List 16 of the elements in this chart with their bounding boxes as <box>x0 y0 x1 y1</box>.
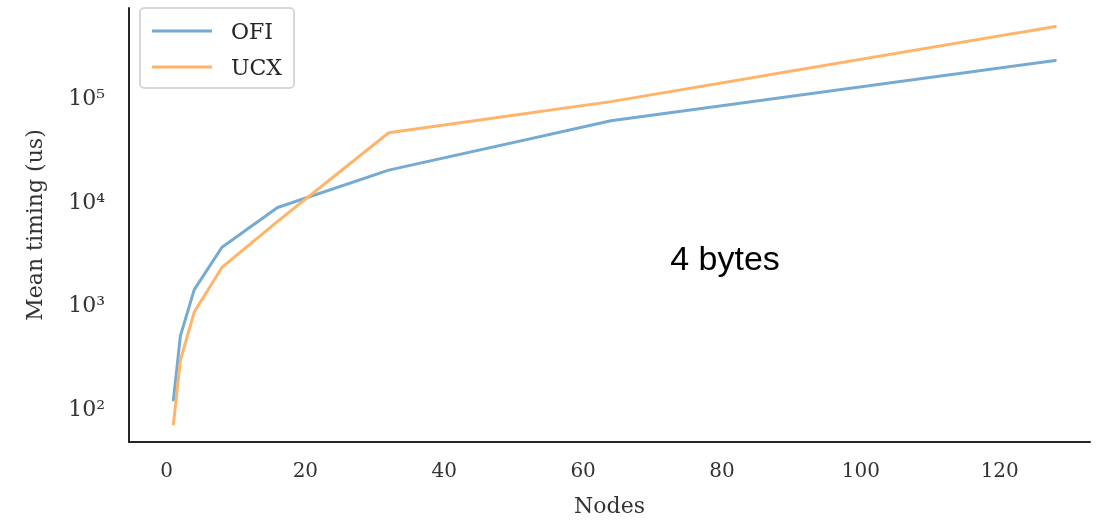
y-tick-label: 10³ <box>68 292 105 318</box>
x-tick-label: 0 <box>160 458 173 482</box>
annotation: 4 bytes <box>670 239 780 277</box>
y-tick-label: 10⁴ <box>68 188 106 214</box>
x-tick-label: 120 <box>980 458 1019 482</box>
y-axis-title: Mean timing (us) <box>21 129 47 321</box>
x-axis-title: Nodes <box>574 492 645 518</box>
y-tick-label: 10² <box>68 395 105 421</box>
x-tick-label: 80 <box>709 458 735 482</box>
legend-label: UCX <box>231 54 283 80</box>
x-tick-label: 20 <box>292 458 319 482</box>
legend-label: OFI <box>231 18 273 44</box>
y-tick-label: 10⁵ <box>68 85 105 111</box>
x-tick-label: 100 <box>841 458 880 482</box>
x-tick-label: 40 <box>431 458 457 482</box>
x-tick-label: 60 <box>570 458 596 482</box>
